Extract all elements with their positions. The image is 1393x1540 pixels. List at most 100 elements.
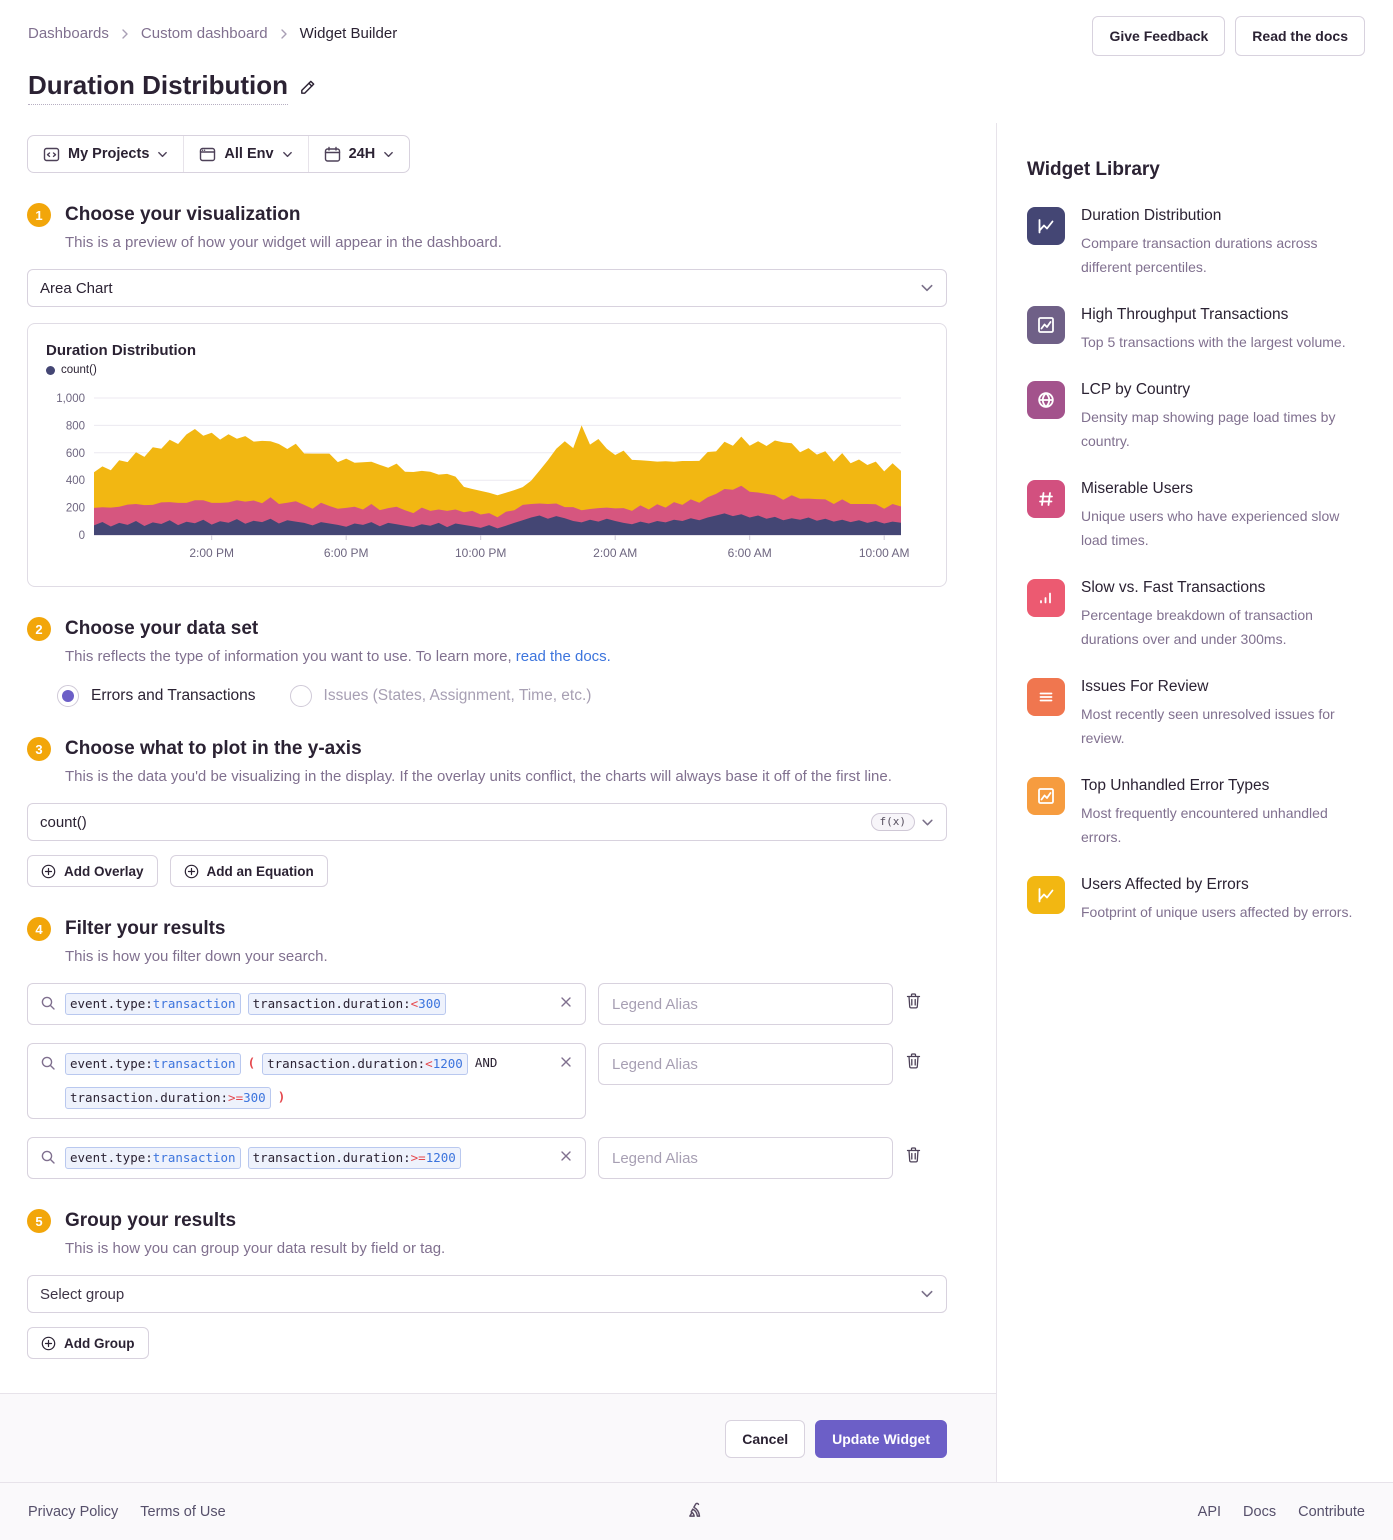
widget-library-item-title: Issues For Review [1081, 678, 1209, 695]
filter-search-input[interactable]: event.type:transaction transaction.durati… [27, 983, 586, 1025]
chevron-right-icon [278, 28, 290, 40]
breadcrumb-widget-builder: Widget Builder [299, 25, 398, 42]
filter-search-input[interactable]: event.type:transaction ( transaction.durat… [27, 1043, 586, 1119]
chart-type-select[interactable]: Area Chart [27, 269, 947, 307]
widget-library-item-title: Top Unhandled Error Types [1081, 777, 1270, 794]
section-title: Choose your data set [65, 618, 259, 639]
legend-label: count() [61, 364, 97, 376]
widget-library-item[interactable]: Users Affected by Errors Footprint of uni… [1027, 876, 1363, 924]
delete-filter-button[interactable] [905, 1146, 922, 1164]
section-title: Filter your results [65, 918, 226, 939]
paren-token: ) [277, 1089, 286, 1104]
add-overlay-button[interactable]: Add Overlay [27, 855, 158, 887]
svg-text:600: 600 [66, 448, 85, 460]
area-chart-canvas: 0 200 400 600 800 1,000 2:00 PM 6:00 PM 10:00 PM… [46, 390, 928, 572]
svg-text:6:00 AM: 6:00 AM [728, 546, 772, 560]
step-badge-3: 3 [27, 737, 51, 761]
section-subtitle: This is how you filter down your search. [65, 948, 328, 965]
bars-icon [1027, 579, 1065, 617]
contribute-link[interactable]: Contribute [1298, 1503, 1365, 1520]
svg-text:1,000: 1,000 [56, 393, 85, 405]
search-icon [41, 996, 55, 1010]
search-token[interactable]: transaction.duration:<300 [247, 993, 446, 1015]
page-title: Duration Distribution [28, 70, 317, 105]
search-token[interactable]: event.type:transaction [65, 1147, 241, 1169]
section-title: Group your results [65, 1210, 237, 1231]
section-filter: 4 Filter your results This is how you fi… [27, 917, 947, 1179]
line-chart-box-icon [1027, 777, 1065, 815]
section-subtitle: This is a preview of how your widget wil… [65, 234, 502, 251]
yaxis-field-select[interactable]: count() f(x) [27, 803, 947, 841]
step-badge-4: 4 [27, 917, 51, 941]
search-token[interactable]: transaction.duration:>=300 [65, 1087, 271, 1109]
chart-title: Duration Distribution [46, 342, 196, 359]
svg-text:200: 200 [66, 503, 85, 515]
widget-library-item[interactable]: Duration Distribution Compare transaction… [1027, 207, 1363, 279]
chevron-down-icon [383, 149, 394, 160]
legend-alias-input[interactable] [598, 1043, 893, 1085]
cancel-button[interactable]: Cancel [725, 1420, 806, 1458]
search-token[interactable]: event.type:transaction [65, 1053, 241, 1075]
step-badge-5: 5 [27, 1209, 51, 1233]
group-select[interactable]: Select group [27, 1275, 947, 1313]
paren-token: ( [247, 1055, 256, 1070]
widget-library-item-description: Most recently seen unresolved issues for… [1081, 706, 1335, 746]
docs-link[interactable]: Docs [1243, 1503, 1277, 1520]
privacy-policy-link[interactable]: Privacy Policy [28, 1503, 119, 1520]
terms-of-use-link[interactable]: Terms of Use [140, 1503, 226, 1520]
section-subtitle: This is how you can group your data resu… [65, 1240, 446, 1257]
widget-library-item[interactable]: Miserable Users Unique users who have exp… [1027, 480, 1363, 552]
search-token[interactable]: event.type:transaction [65, 993, 241, 1015]
trash-icon [906, 1147, 921, 1163]
read-the-docs-link[interactable]: read the docs. [515, 648, 611, 665]
edit-title-icon[interactable] [298, 78, 317, 97]
section-group: 5 Group your results This is how you can… [27, 1209, 947, 1359]
section-dataset: 2 Choose your data set This reflects the… [27, 617, 947, 707]
breadcrumb-custom-dashboard[interactable]: Custom dashboard [140, 25, 268, 42]
widget-library-item-title: Duration Distribution [1081, 207, 1222, 224]
trash-icon [906, 993, 921, 1009]
add-group-button[interactable]: Add Group [27, 1327, 149, 1359]
chevron-down-icon [282, 149, 293, 160]
sentry-logo[interactable] [686, 1501, 708, 1523]
widget-library-item[interactable]: LCP by Country Density map showing page l… [1027, 381, 1363, 453]
breadcrumb-dashboards[interactable]: Dashboards [28, 25, 109, 42]
calendar-icon [324, 146, 340, 162]
breadcrumb: Dashboards Custom dashboard Widget Build… [28, 16, 397, 42]
widget-library-item-description: Top 5 transactions with the largest volu… [1081, 334, 1346, 350]
radio-issues[interactable]: Issues (States, Assignment, Time, etc.) [289, 685, 591, 707]
clear-search-icon[interactable] [559, 1055, 573, 1109]
delete-filter-button[interactable] [905, 1052, 922, 1070]
give-feedback-button[interactable]: Give Feedback [1092, 16, 1226, 56]
widget-library-item[interactable]: Issues For Review Most recently seen unre… [1027, 678, 1363, 750]
widget-library-item-description: Compare transaction durations across dif… [1081, 235, 1318, 275]
widget-library-item[interactable]: Slow vs. Fast Transactions Percentage bre… [1027, 579, 1363, 651]
widget-library-item-title: Slow vs. Fast Transactions [1081, 579, 1266, 596]
widget-library-item[interactable]: High Throughput Transactions Top 5 transa… [1027, 306, 1363, 354]
top-bar: Dashboards Custom dashboard Widget Build… [0, 0, 1393, 56]
widget-library-item-title: LCP by Country [1081, 381, 1191, 398]
section-subtitle: This is the data you'd be visualizing in… [65, 768, 892, 785]
projects-filter[interactable]: My Projects [28, 136, 183, 172]
legend-dot [46, 365, 55, 375]
legend-alias-input[interactable] [598, 983, 893, 1025]
widget-library-item[interactable]: Top Unhandled Error Types Most frequently… [1027, 777, 1363, 849]
legend-alias-input[interactable] [598, 1137, 893, 1179]
line-chart-icon [1027, 207, 1065, 245]
clear-search-icon[interactable] [559, 995, 573, 1015]
radio-errors-transactions[interactable]: Errors and Transactions [57, 685, 256, 707]
plus-circle-icon [184, 864, 198, 878]
add-equation-button[interactable]: Add an Equation [169, 855, 328, 887]
environment-filter[interactable]: All Env [183, 136, 307, 172]
api-link[interactable]: API [1197, 1503, 1222, 1520]
filter-search-input[interactable]: event.type:transaction transaction.durati… [27, 1137, 586, 1179]
clear-search-icon[interactable] [559, 1149, 573, 1169]
form-actions: Cancel Update Widget [0, 1393, 996, 1482]
update-widget-button[interactable]: Update Widget [815, 1420, 947, 1458]
search-token[interactable]: transaction.duration:<1200 [262, 1053, 468, 1075]
read-the-docs-button[interactable]: Read the docs [1235, 16, 1365, 56]
search-token[interactable]: transaction.duration:>=1200 [247, 1147, 461, 1169]
delete-filter-button[interactable] [905, 992, 922, 1010]
time-range-filter[interactable]: 24H [307, 136, 410, 172]
widget-library-item-description: Footprint of unique users affected by er… [1081, 904, 1353, 920]
